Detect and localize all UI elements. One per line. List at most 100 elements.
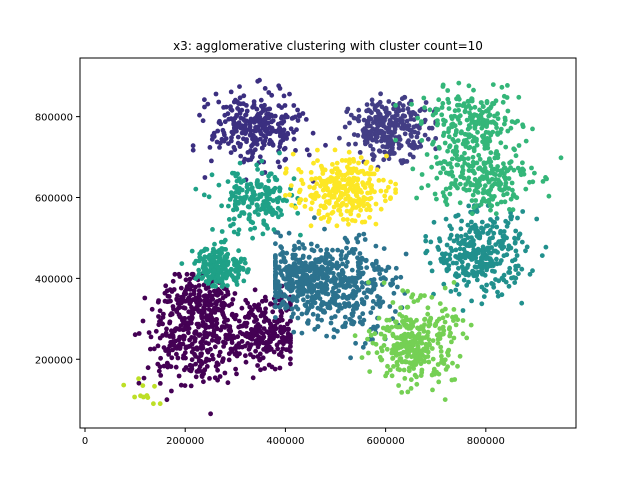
- data-point-cluster-0: [156, 368, 162, 374]
- data-point-cluster-1: [254, 106, 260, 112]
- data-point-cluster-3: [308, 241, 314, 247]
- data-point-cluster-4: [480, 226, 486, 232]
- data-point-cluster-5: [212, 241, 217, 247]
- data-point-cluster-9: [384, 153, 389, 159]
- data-point-cluster-3: [333, 302, 339, 308]
- data-point-cluster-6: [439, 105, 445, 110]
- data-point-cluster-2: [408, 132, 414, 137]
- data-point-cluster-9: [352, 218, 358, 224]
- data-point-cluster-6: [480, 104, 486, 109]
- data-point-cluster-2: [406, 138, 411, 144]
- data-point-cluster-6: [487, 202, 493, 208]
- data-point-cluster-0: [141, 375, 147, 381]
- data-point-cluster-0: [276, 317, 281, 323]
- data-point-cluster-6: [493, 121, 499, 127]
- data-point-cluster-3: [319, 287, 325, 293]
- data-point-cluster-3: [377, 271, 383, 277]
- data-point-cluster-6: [469, 211, 475, 217]
- data-point-cluster-5: [206, 255, 212, 260]
- data-point-cluster-0: [164, 333, 170, 338]
- data-point-cluster-3: [336, 288, 342, 294]
- data-point-cluster-7: [400, 288, 406, 293]
- data-point-cluster-0: [174, 308, 180, 313]
- data-point-cluster-6: [433, 110, 438, 116]
- data-point-cluster-5: [201, 192, 207, 198]
- data-point-cluster-6: [457, 200, 463, 206]
- data-point-cluster-3: [327, 254, 333, 259]
- data-point-cluster-7: [397, 312, 403, 317]
- data-point-cluster-6: [509, 180, 515, 186]
- data-point-cluster-1: [230, 131, 236, 137]
- data-point-cluster-0: [196, 321, 202, 327]
- data-point-cluster-3: [295, 315, 301, 321]
- data-point-cluster-5: [236, 227, 242, 233]
- data-point-cluster-1: [197, 112, 202, 118]
- data-point-cluster-9: [338, 212, 344, 217]
- data-point-cluster-3: [315, 324, 321, 329]
- data-point-cluster-7: [408, 326, 414, 331]
- data-point-cluster-0: [235, 334, 241, 340]
- data-point-cluster-6: [471, 135, 477, 140]
- data-point-cluster-6: [433, 154, 439, 160]
- data-point-cluster-3: [328, 279, 334, 284]
- data-point-cluster-0: [261, 319, 267, 324]
- data-point-cluster-7: [397, 357, 403, 363]
- data-point-cluster-2: [375, 109, 381, 115]
- data-point-cluster-0: [167, 319, 173, 325]
- data-point-cluster-0: [226, 327, 232, 333]
- data-point-cluster-1: [242, 118, 247, 123]
- data-point-cluster-7: [425, 305, 431, 311]
- data-point-cluster-3: [290, 252, 296, 258]
- data-point-cluster-9: [363, 196, 369, 202]
- data-point-cluster-3: [273, 258, 278, 264]
- data-point-cluster-2: [374, 115, 380, 121]
- data-point-cluster-9: [283, 166, 289, 172]
- data-point-cluster-4: [444, 242, 450, 248]
- data-point-cluster-0: [235, 344, 241, 350]
- data-point-cluster-2: [414, 134, 420, 140]
- data-point-cluster-6: [455, 102, 460, 108]
- data-point-cluster-3: [319, 255, 324, 260]
- data-point-cluster-6: [439, 112, 445, 118]
- data-point-cluster-4: [458, 226, 464, 232]
- data-point-cluster-0: [288, 332, 293, 338]
- data-point-cluster-2: [399, 96, 405, 102]
- data-point-cluster-4: [530, 268, 535, 274]
- data-point-cluster-6: [461, 156, 467, 162]
- data-point-cluster-6: [475, 129, 480, 135]
- data-point-cluster-0: [186, 309, 192, 315]
- data-point-cluster-0: [224, 334, 230, 339]
- data-point-cluster-9: [365, 201, 370, 207]
- data-point-cluster-7: [390, 300, 396, 305]
- data-point-cluster-0: [231, 314, 237, 320]
- data-point-cluster-2: [378, 91, 383, 97]
- data-point-cluster-6: [502, 115, 508, 121]
- data-point-cluster-0: [140, 318, 146, 324]
- data-point-cluster-3: [346, 295, 351, 301]
- data-point-cluster-3: [349, 321, 354, 326]
- data-point-cluster-3: [319, 266, 325, 272]
- data-point-cluster-6: [485, 189, 491, 194]
- data-point-cluster-0: [187, 367, 192, 373]
- data-point-cluster-6: [507, 160, 512, 166]
- data-point-cluster-3: [320, 275, 326, 281]
- data-point-cluster-3: [347, 283, 353, 289]
- data-point-cluster-6: [488, 170, 493, 176]
- data-point-cluster-1: [267, 106, 273, 112]
- data-point-cluster-0: [222, 315, 227, 321]
- data-point-cluster-1: [243, 129, 249, 135]
- data-point-cluster-4: [480, 260, 486, 266]
- data-point-cluster-1: [253, 125, 258, 130]
- data-point-cluster-9: [287, 192, 292, 198]
- data-point-cluster-0: [192, 330, 198, 336]
- data-point-cluster-2: [375, 122, 380, 127]
- data-point-cluster-3: [403, 251, 409, 257]
- data-point-cluster-1: [236, 101, 242, 106]
- data-point-cluster-3: [357, 270, 363, 276]
- data-point-cluster-0: [279, 326, 284, 331]
- data-point-cluster-0: [180, 355, 186, 361]
- data-point-cluster-7: [420, 336, 425, 341]
- data-point-cluster-4: [441, 260, 447, 266]
- data-point-cluster-3: [340, 295, 345, 300]
- data-point-cluster-9: [313, 176, 319, 181]
